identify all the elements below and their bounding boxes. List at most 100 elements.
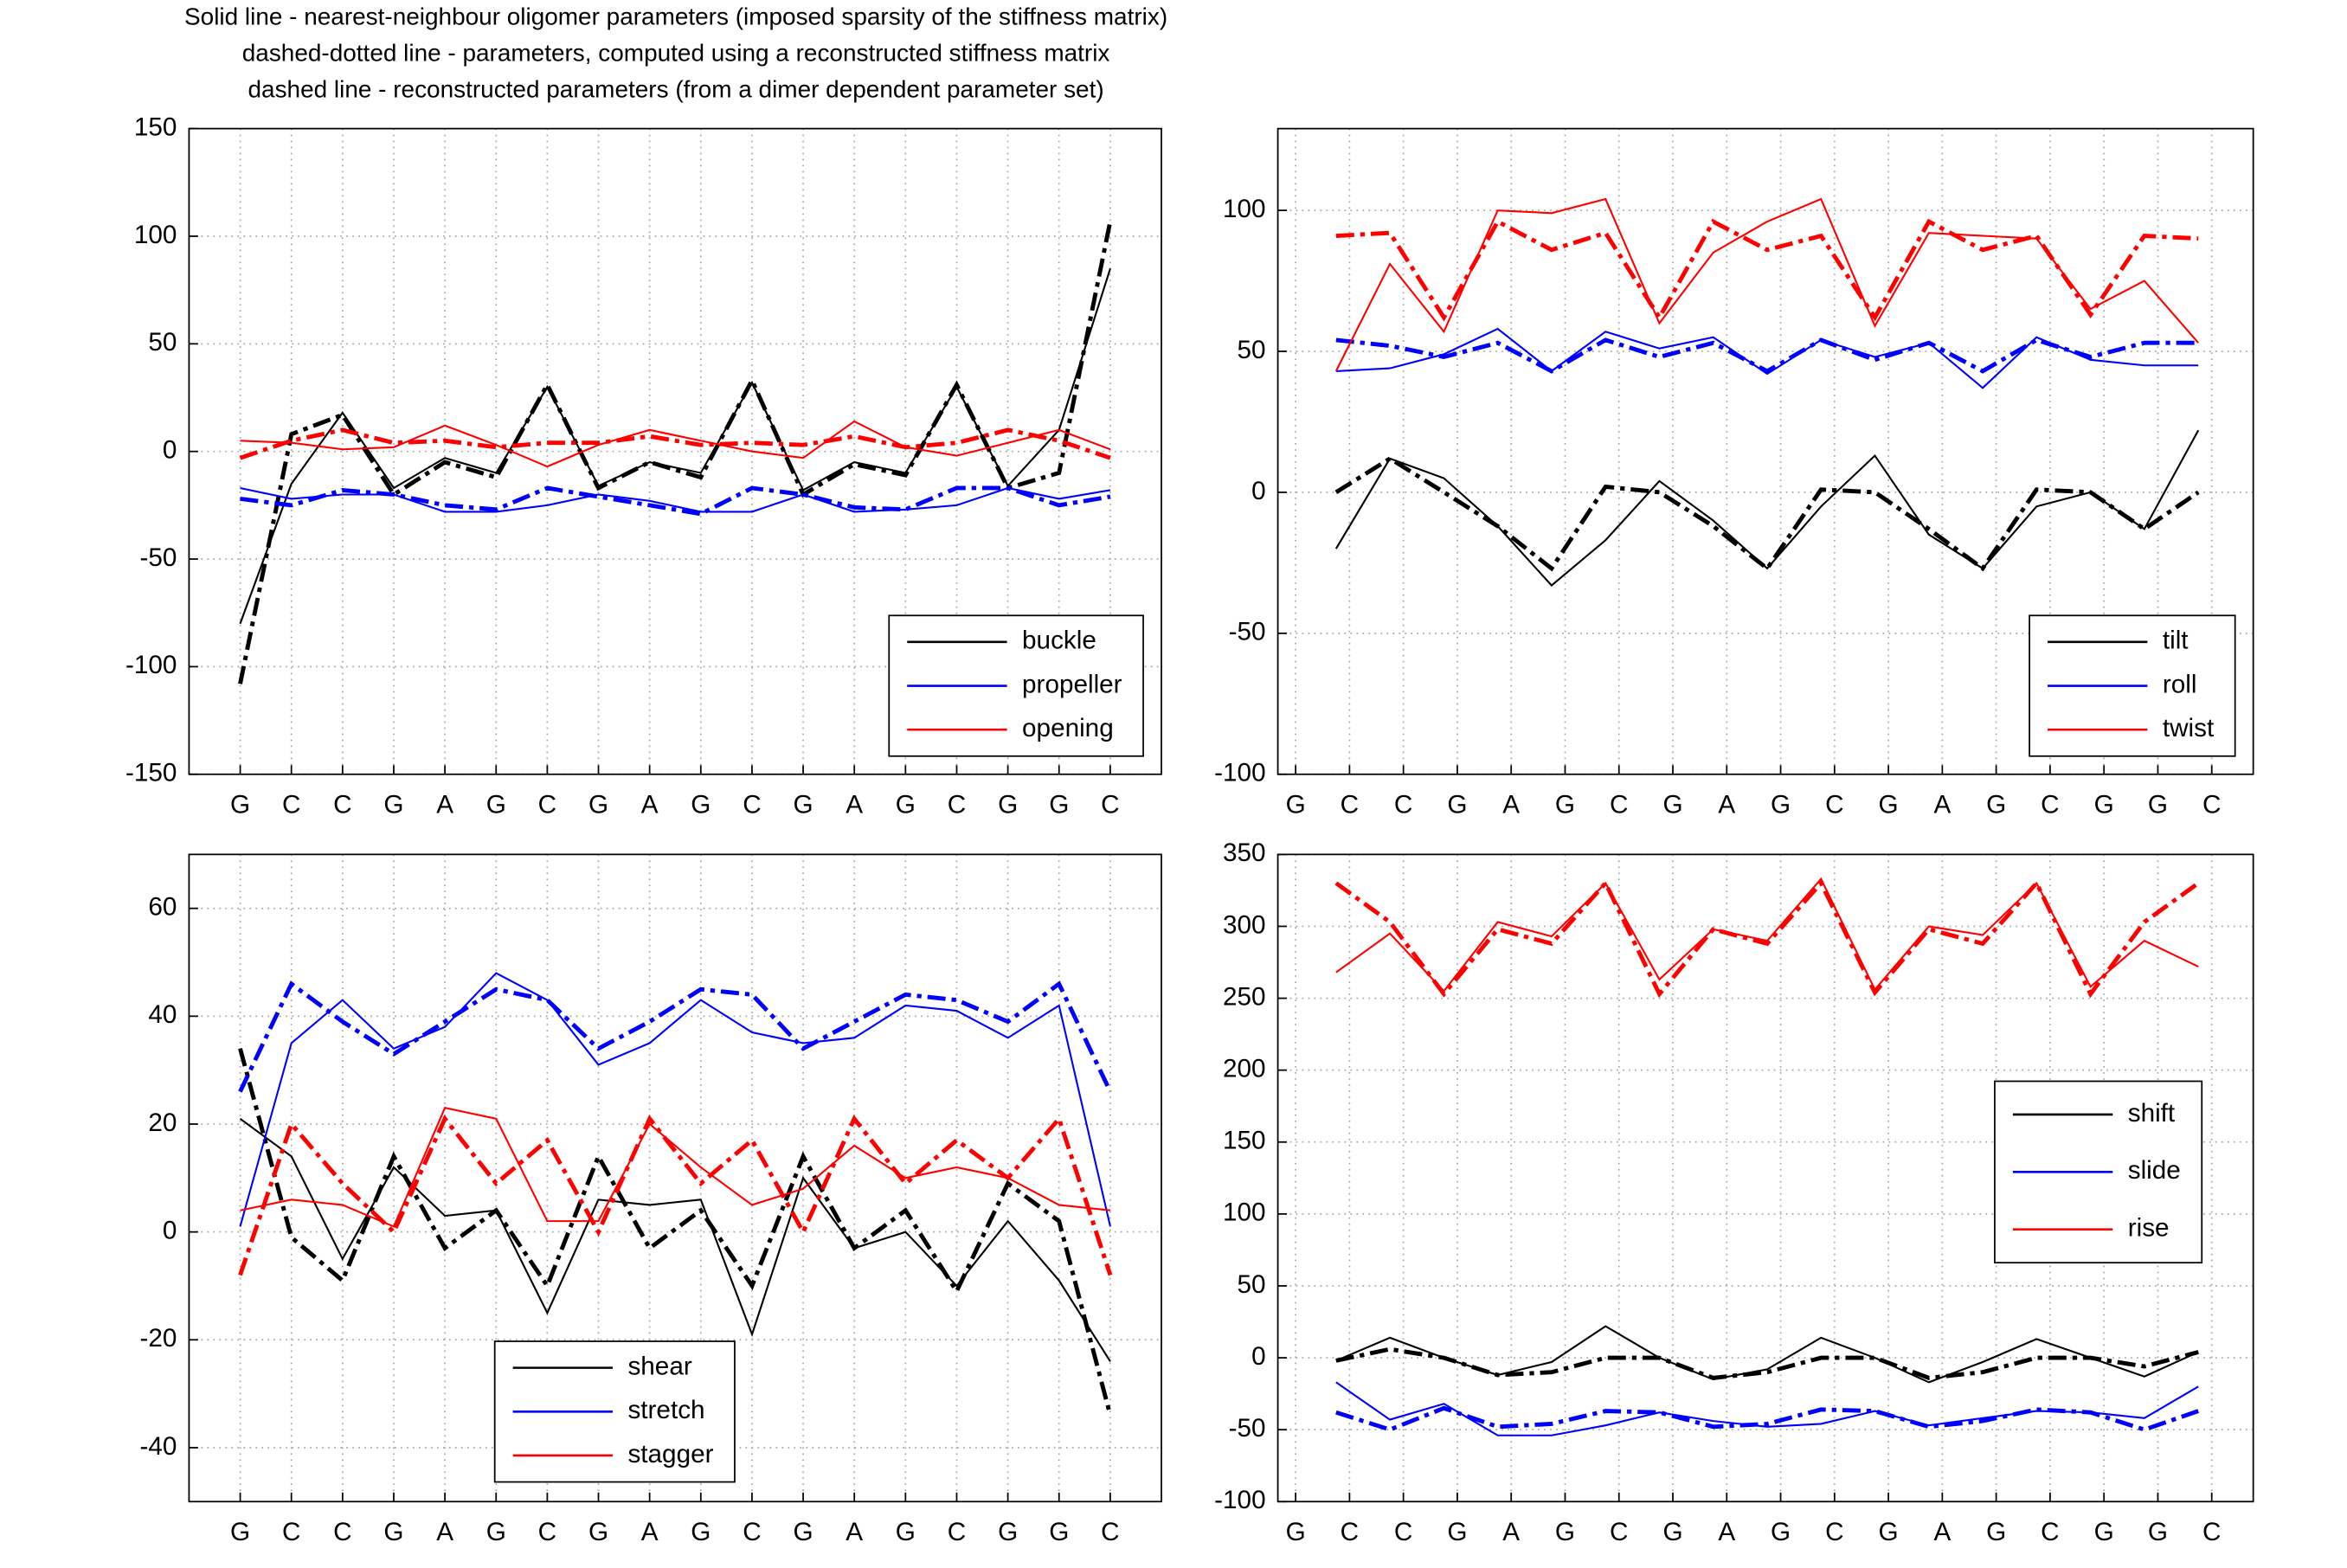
legend-label: rise (2128, 1214, 2170, 1243)
legend-label: shift (2128, 1099, 2176, 1128)
x-tick-label: C (2041, 790, 2059, 819)
legend-label: stretch (627, 1396, 704, 1424)
y-tick-label: -100 (1214, 759, 1265, 787)
x-tick-label: C (1825, 790, 1843, 819)
legend: buckle propeller opening (888, 614, 1144, 757)
y-tick-label: 50 (1238, 336, 1266, 364)
x-tick-label: C (333, 790, 351, 819)
x-tick-label: G (1879, 790, 1899, 819)
x-tick-label: A (1502, 1518, 1520, 1546)
series-line (238, 980, 1113, 1093)
y-tick-label: -100 (1214, 1486, 1265, 1514)
x-tick-label: G (2148, 790, 2168, 819)
x-tick-label: G (1286, 1518, 1306, 1546)
title-line: dashed line - reconstructed parameters (… (248, 75, 1104, 102)
x-tick-label: G (691, 1518, 711, 1546)
y-tick-label: -100 (125, 651, 177, 679)
legend-label: opening (1022, 714, 1114, 742)
y-tick-label: 0 (163, 436, 177, 465)
x-tick-label: G (230, 790, 250, 819)
y-tick-label: 100 (1223, 195, 1266, 223)
series-line (239, 972, 1111, 1227)
series-line (239, 427, 1111, 460)
x-tick-label: A (846, 1518, 863, 1546)
x-tick-label: G (1986, 790, 2006, 819)
x-tick-label: C (1394, 790, 1412, 819)
x-tick-label: G (1771, 790, 1791, 819)
y-tick-label: -50 (1229, 1414, 1266, 1443)
legend: shear stretch stagger (493, 1340, 736, 1483)
x-tick-label: C (2202, 790, 2221, 819)
x-tick-label: C (1101, 790, 1119, 819)
x-tick-label: G (794, 790, 813, 819)
x-tick-label: G (383, 790, 403, 819)
x-tick-label: G (2148, 1518, 2168, 1546)
x-tick-label: G (588, 1518, 608, 1546)
x-tick-label: C (743, 1518, 761, 1546)
x-tick-label: A (1502, 790, 1520, 819)
x-tick-label: G (1662, 790, 1682, 819)
x-tick-label: C (948, 790, 966, 819)
y-tick-label: 150 (1223, 1127, 1266, 1155)
x-tick-label: G (2094, 790, 2114, 819)
x-tick-label: G (896, 790, 916, 819)
legend-label: propeller (1022, 670, 1122, 698)
y-tick-label: 20 (148, 1109, 177, 1137)
x-tick-label: C (1341, 790, 1359, 819)
y-tick-label: 40 (148, 1000, 177, 1029)
series-line (1334, 879, 2200, 999)
series-line (1334, 197, 2200, 372)
title-line: Solid line - nearest-neighbour oligomer … (184, 3, 1167, 29)
x-tick-label: G (998, 1518, 1018, 1546)
legend: shift slide rise (1994, 1080, 2203, 1264)
axes-frame (188, 853, 1162, 1503)
y-tick-label: 150 (134, 112, 177, 141)
series-line (238, 221, 1113, 684)
series-line (1335, 218, 2199, 322)
x-tick-label: C (333, 1518, 351, 1546)
legend-label: tilt (2163, 627, 2189, 655)
legend-label: twist (2163, 714, 2215, 742)
x-tick-label: C (538, 790, 556, 819)
x-tick-label: C (1101, 1518, 1119, 1546)
x-tick-label: A (436, 1518, 453, 1546)
x-tick-label: A (1718, 790, 1735, 819)
x-tick-label: C (1610, 1518, 1628, 1546)
x-tick-label: A (846, 790, 863, 819)
x-tick-label: G (1049, 1518, 1069, 1546)
x-tick-label: A (641, 1518, 659, 1546)
y-tick-label: 100 (1223, 1198, 1266, 1227)
series-line (240, 420, 1111, 468)
title-block: Solid line - nearest-neighbour oligomer … (184, 3, 1167, 102)
x-tick-label: G (1286, 790, 1306, 819)
x-tick-label: C (2041, 1518, 2059, 1546)
y-tick-label: -40 (140, 1432, 177, 1461)
x-tick-label: C (1394, 1518, 1412, 1546)
series-line (238, 1048, 1113, 1417)
x-tick-label: G (1879, 1518, 1899, 1546)
y-tick-label: -50 (1229, 618, 1266, 646)
axes-frame (1276, 127, 2254, 775)
legend-label: shear (627, 1352, 691, 1380)
x-tick-label: G (896, 1518, 916, 1546)
y-tick-label: 350 (1223, 839, 1266, 867)
legend-label: slide (2128, 1156, 2181, 1185)
x-tick-label: G (1049, 790, 1069, 819)
x-tick-label: G (383, 1518, 403, 1546)
x-tick-label: G (1447, 1518, 1467, 1546)
x-tick-label: G (1771, 1518, 1791, 1546)
x-tick-label: G (1662, 1518, 1682, 1546)
x-tick-label: G (1447, 790, 1467, 819)
x-tick-label: G (486, 790, 506, 819)
series-line (1335, 1346, 2199, 1380)
title-line: dashed-dotted line - parameters, compute… (242, 39, 1110, 66)
y-tick-label: 0 (1251, 1342, 1266, 1371)
y-tick-label: 50 (148, 328, 177, 357)
legend-label: roll (2163, 670, 2197, 698)
legend-label: stagger (627, 1440, 713, 1468)
y-tick-label: 60 (148, 893, 177, 922)
x-tick-label: C (2202, 1518, 2221, 1546)
y-tick-label: 250 (1223, 982, 1266, 1011)
y-tick-label: 0 (163, 1216, 177, 1244)
